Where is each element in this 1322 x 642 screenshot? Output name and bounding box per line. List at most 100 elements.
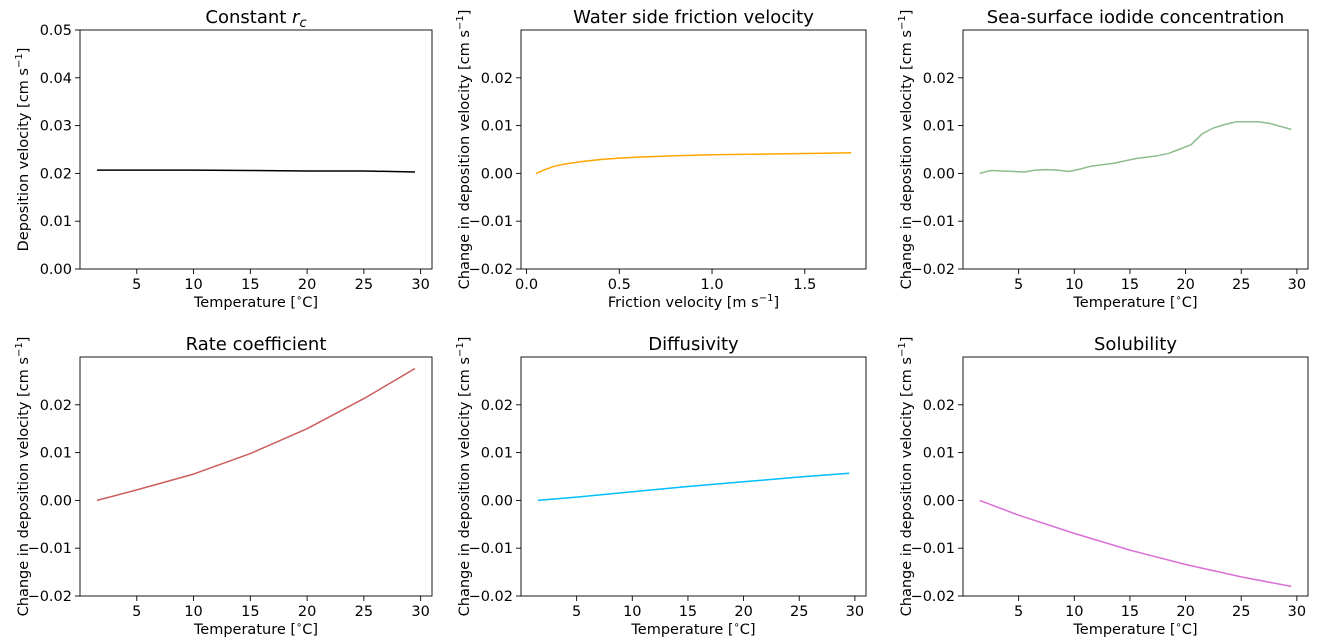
x-tick-label: 30 bbox=[411, 277, 429, 293]
y-tick-label: 0.00 bbox=[40, 493, 72, 509]
y-tick-label: 0.02 bbox=[481, 71, 513, 87]
y-axis-label: Change in deposition velocity [cm s−1] bbox=[455, 337, 473, 617]
x-tick-label: 5 bbox=[1014, 277, 1023, 293]
y-tick-label: 0.01 bbox=[481, 119, 513, 135]
series-line bbox=[537, 472, 850, 502]
y-tick-label: 0.04 bbox=[40, 71, 72, 87]
y-tick-label: −0.02 bbox=[28, 589, 72, 605]
x-tick-label: 30 bbox=[1288, 277, 1306, 293]
plot-frame bbox=[962, 29, 1309, 270]
x-tick-label: 20 bbox=[1176, 604, 1194, 620]
y-tick-label: 0.00 bbox=[481, 493, 513, 509]
plot-frame bbox=[962, 356, 1309, 597]
x-tick-label: 20 bbox=[298, 277, 316, 293]
series-line bbox=[979, 121, 1292, 175]
chart-panel: Diffusivity 5 10 15 20 25 30 −0.02 −0.01 0.00 0.01… bbox=[455, 334, 867, 638]
y-tick-label: 0.05 bbox=[40, 23, 72, 39]
x-tick-label: 15 bbox=[1121, 604, 1139, 620]
x-tick-label: 30 bbox=[846, 604, 864, 620]
x-tick-label: 25 bbox=[1232, 277, 1250, 293]
x-tick-label: 25 bbox=[1232, 604, 1250, 620]
x-tick-label: 5 bbox=[572, 604, 581, 620]
x-tick-label: 25 bbox=[355, 604, 373, 620]
plot-frame bbox=[520, 29, 867, 270]
chart-panel: Solubility 5 10 15 20 25 30 −0.02 −0.01 0.00 0.01 0… bbox=[897, 334, 1309, 638]
y-axis-label: Deposition velocity [cm s−1] bbox=[14, 48, 32, 252]
x-axis-label: Temperature [∘C] bbox=[193, 293, 318, 311]
x-axis-label: Temperature [∘C] bbox=[630, 620, 755, 638]
x-tick-label: 0.5 bbox=[608, 277, 631, 293]
y-tick-label: −0.01 bbox=[469, 214, 513, 230]
y-tick-label: −0.01 bbox=[28, 541, 72, 557]
y-tick-label: 0.01 bbox=[40, 446, 72, 462]
chart-title: Solubility bbox=[1094, 334, 1177, 355]
chart-title: Diffusivity bbox=[648, 334, 739, 355]
y-tick-label: 0.00 bbox=[923, 166, 955, 182]
y-tick-label: −0.02 bbox=[469, 589, 513, 605]
x-tick-label: 5 bbox=[1014, 604, 1023, 620]
x-tick-label: 25 bbox=[790, 604, 808, 620]
y-tick-label: −0.02 bbox=[469, 262, 513, 278]
x-tick-label: 5 bbox=[132, 604, 141, 620]
series-line bbox=[97, 169, 416, 173]
y-tick-label: 0.01 bbox=[923, 119, 955, 135]
x-axis-label: Friction velocity [m s−1] bbox=[608, 293, 779, 311]
x-tick-label: 15 bbox=[679, 604, 697, 620]
y-tick-label: 0.02 bbox=[923, 398, 955, 414]
x-tick-label: 5 bbox=[132, 277, 141, 293]
y-axis-label: Change in deposition velocity [cm s−1] bbox=[14, 337, 32, 617]
x-tick-label: 20 bbox=[1176, 277, 1194, 293]
y-tick-label: 0.01 bbox=[481, 446, 513, 462]
x-tick-label: 10 bbox=[1065, 604, 1083, 620]
x-tick-label: 15 bbox=[241, 277, 259, 293]
x-tick-label: 30 bbox=[1288, 604, 1306, 620]
plot-frame bbox=[79, 29, 433, 270]
x-tick-label: 15 bbox=[1121, 277, 1139, 293]
chart-title: Sea-surface iodide concentration bbox=[987, 7, 1285, 28]
y-tick-label: 0.01 bbox=[923, 446, 955, 462]
series-line bbox=[96, 367, 416, 502]
y-tick-label: 0.02 bbox=[40, 166, 72, 182]
y-tick-label: 0.00 bbox=[923, 493, 955, 509]
y-tick-label: 0.00 bbox=[40, 262, 72, 278]
x-tick-label: 10 bbox=[1065, 277, 1083, 293]
x-axis-label: Temperature [∘C] bbox=[193, 620, 318, 638]
chart-title: Constant rc bbox=[205, 7, 306, 31]
y-axis-label: Change in deposition velocity [cm s−1] bbox=[897, 10, 915, 290]
x-tick-label: 0.0 bbox=[515, 277, 538, 293]
chart-title: Water side friction velocity bbox=[573, 7, 814, 28]
series-line bbox=[979, 499, 1292, 588]
x-tick-label: 10 bbox=[184, 604, 202, 620]
chart-panel: Rate coefficient 5 10 15 20 25 30 −0.02 −0.01 0.0… bbox=[14, 334, 433, 638]
chart-title: Rate coefficient bbox=[186, 334, 327, 355]
x-tick-label: 1.5 bbox=[793, 277, 816, 293]
y-tick-label: −0.02 bbox=[911, 589, 955, 605]
x-tick-label: 10 bbox=[184, 277, 202, 293]
series-line bbox=[535, 152, 852, 175]
y-tick-label: −0.01 bbox=[469, 541, 513, 557]
x-tick-label: 25 bbox=[355, 277, 373, 293]
y-tick-label: 0.02 bbox=[923, 71, 955, 87]
chart-panel: Sea-surface iodide concentration 5 10 15 20 2… bbox=[897, 7, 1309, 311]
y-tick-label: 0.00 bbox=[481, 166, 513, 182]
x-tick-label: 15 bbox=[241, 604, 259, 620]
y-tick-label: 0.03 bbox=[40, 119, 72, 135]
y-tick-label: −0.01 bbox=[911, 214, 955, 230]
x-tick-label: 30 bbox=[411, 604, 429, 620]
x-tick-label: 20 bbox=[734, 604, 752, 620]
x-tick-label: 1.0 bbox=[701, 277, 724, 293]
plot-frame bbox=[520, 356, 867, 597]
y-tick-label: 0.01 bbox=[40, 214, 72, 230]
chart-panel: Water side friction velocity 0.0 0.5 1.0 1.5… bbox=[455, 7, 867, 311]
y-axis-label: Change in deposition velocity [cm s−1] bbox=[897, 337, 915, 617]
x-tick-label: 10 bbox=[623, 604, 641, 620]
x-axis-label: Temperature [∘C] bbox=[1072, 293, 1197, 311]
y-tick-label: −0.01 bbox=[911, 541, 955, 557]
y-axis-label: Change in deposition velocity [cm s−1] bbox=[455, 10, 473, 290]
y-tick-label: 0.02 bbox=[481, 398, 513, 414]
x-axis-label: Temperature [∘C] bbox=[1072, 620, 1197, 638]
plot-frame bbox=[79, 356, 433, 597]
x-tick-label: 20 bbox=[298, 604, 316, 620]
y-tick-label: 0.02 bbox=[40, 398, 72, 414]
